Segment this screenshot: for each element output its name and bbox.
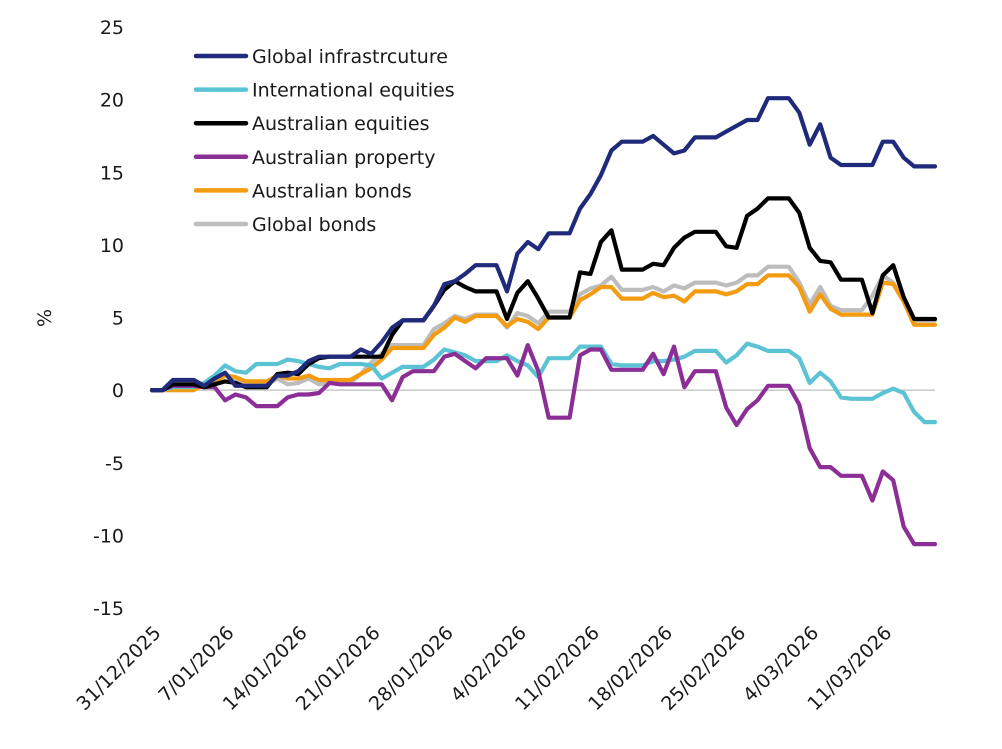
series-line-global-infrastructure (149, 96, 938, 393)
y-tick-label: 5 (112, 308, 124, 330)
y-tick-label: 0 (112, 380, 124, 402)
series-line-australian-equities (149, 196, 938, 393)
legend-label: Australian equities (252, 113, 430, 135)
y-tick-label: -5 (105, 453, 124, 475)
legend-label: Australian property (252, 147, 435, 169)
y-tick-label: -10 (93, 525, 124, 547)
series-line-australian-property (149, 343, 938, 547)
y-tick-label: 15 (100, 162, 124, 184)
legend-label: Global bonds (252, 214, 376, 236)
y-axis-label: % (34, 309, 56, 327)
y-tick-label: 10 (100, 235, 124, 257)
y-tick-label: 25 (100, 17, 124, 39)
y-tick-label: 20 (100, 90, 124, 112)
y-axis: 25 20 15 10 5 0 -5 -10 -15 (93, 17, 124, 620)
legend-label: Global infrastrcuture (252, 46, 448, 68)
series-line-international-equities (149, 341, 938, 425)
x-tick-label: 31/12/2025 (73, 622, 166, 715)
series-line-global-bonds (149, 264, 938, 393)
y-tick-label: -15 (93, 598, 124, 620)
legend: Global infrastrcuture International equit… (193, 46, 455, 236)
series-group (149, 96, 938, 547)
legend-label: Australian bonds (252, 180, 412, 202)
legend-label: International equities (252, 80, 455, 102)
x-axis: 31/12/20257/01/202614/01/202621/01/20262… (73, 622, 897, 715)
